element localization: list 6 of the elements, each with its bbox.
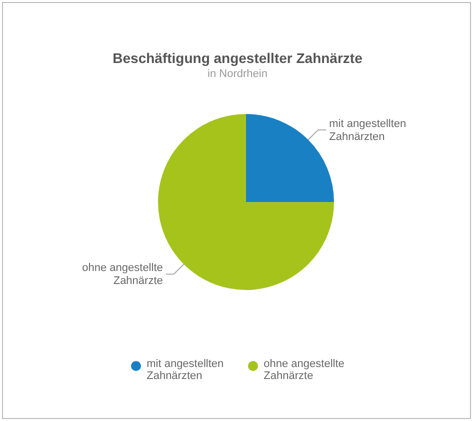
legend-label: mit angestellten Zahnärzten bbox=[146, 358, 224, 382]
chart-title: Beschäftigung angestellter Zahnärzte bbox=[112, 50, 364, 66]
slice-label: ohne angestellte Zahnärzte bbox=[82, 262, 163, 288]
chart-subtitle: in Nordrhein bbox=[206, 68, 268, 80]
legend-label: ohne angestellte Zahnärzte bbox=[264, 358, 344, 382]
slice-label: mit angestellten Zahnärzten bbox=[329, 118, 406, 143]
